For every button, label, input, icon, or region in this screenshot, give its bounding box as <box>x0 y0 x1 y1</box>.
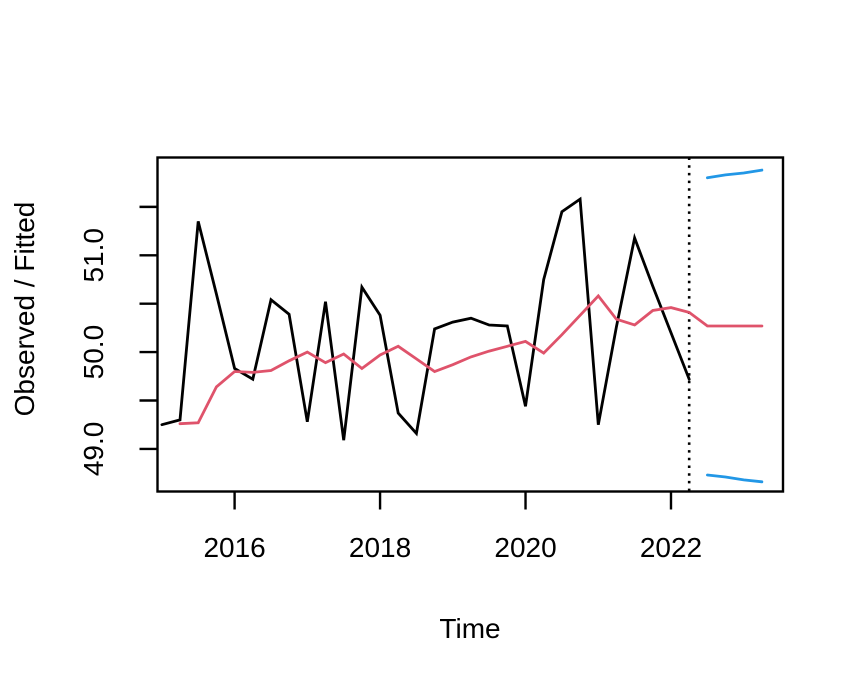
y-axis-title: Observed / Fitted <box>9 202 40 417</box>
plot-box <box>156 156 785 493</box>
x-tick-label: 2016 <box>203 532 265 563</box>
y-tick-label: 49.0 <box>78 422 109 477</box>
forecast-lower-line <box>706 473 764 484</box>
x-tick-label: 2018 <box>349 532 411 563</box>
observed-line <box>160 196 691 441</box>
y-tick-label: 50.0 <box>78 325 109 380</box>
plot-area: 2016 2018 2020 2022 49.0 50.0 51.0 <box>78 156 785 563</box>
fitted-line <box>178 293 764 426</box>
y-tick-label: 51.0 <box>78 228 109 283</box>
forecast-upper-line <box>706 168 764 180</box>
x-tick-label: 2020 <box>494 532 556 563</box>
x-tick-label: 2022 <box>640 532 702 563</box>
x-axis-title: Time <box>439 613 500 644</box>
